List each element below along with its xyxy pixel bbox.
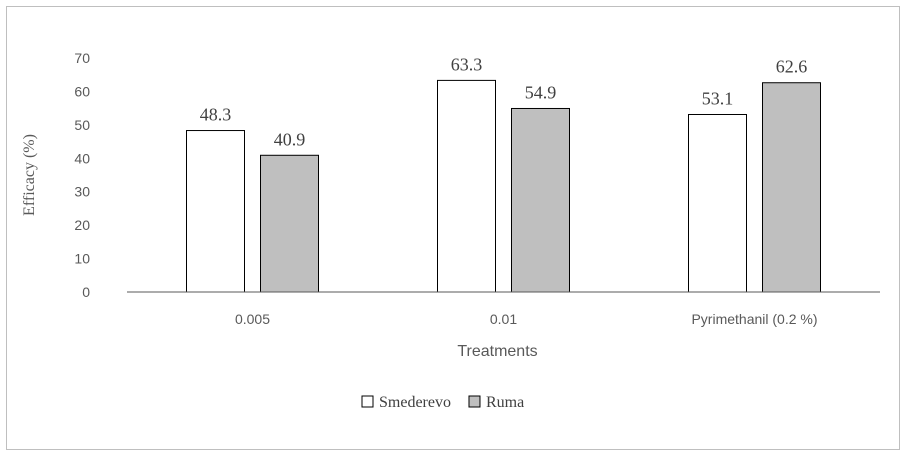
bar-smederevo xyxy=(438,80,496,292)
data-label-smederevo: 63.3 xyxy=(451,54,483,74)
y-axis-ticks: 0 10 20 30 40 50 60 70 xyxy=(74,50,90,300)
x-tick-label: Pyrimethanil (0.2 %) xyxy=(691,311,817,327)
y-tick-label: 70 xyxy=(74,50,90,66)
x-tick-label: 0.005 xyxy=(235,311,270,327)
y-axis-title: Efficacy (%) xyxy=(21,134,38,216)
legend-label-smederevo: Smederevo xyxy=(379,394,451,411)
y-tick-label: 50 xyxy=(74,117,90,133)
bar-ruma xyxy=(512,108,570,292)
bar-ruma xyxy=(763,83,821,292)
y-tick-label: 30 xyxy=(74,184,90,200)
bar-smederevo xyxy=(689,114,747,292)
legend: Smederevo Ruma xyxy=(362,394,524,411)
data-label-smederevo: 53.1 xyxy=(702,88,734,108)
data-label-ruma: 40.9 xyxy=(274,129,306,149)
bar-smederevo xyxy=(187,131,245,292)
y-tick-label: 60 xyxy=(74,83,90,99)
y-tick-label: 40 xyxy=(74,150,90,166)
x-axis-tick-labels: 0.005 0.01 Pyrimethanil (0.2 %) xyxy=(235,311,818,327)
x-axis-title: Treatments xyxy=(457,343,537,360)
bars xyxy=(187,80,821,292)
y-tick-label: 20 xyxy=(74,217,90,233)
legend-label-ruma: Ruma xyxy=(486,394,524,411)
y-tick-label: 0 xyxy=(82,284,90,300)
data-label-smederevo: 48.3 xyxy=(200,105,232,125)
data-label-ruma: 62.6 xyxy=(776,57,808,77)
y-tick-label: 10 xyxy=(74,251,90,267)
legend-swatch-ruma xyxy=(469,396,480,407)
data-label-ruma: 54.9 xyxy=(525,82,557,102)
bar-ruma xyxy=(261,155,319,292)
legend-swatch-smederevo xyxy=(362,396,373,407)
x-tick-label: 0.01 xyxy=(490,311,517,327)
